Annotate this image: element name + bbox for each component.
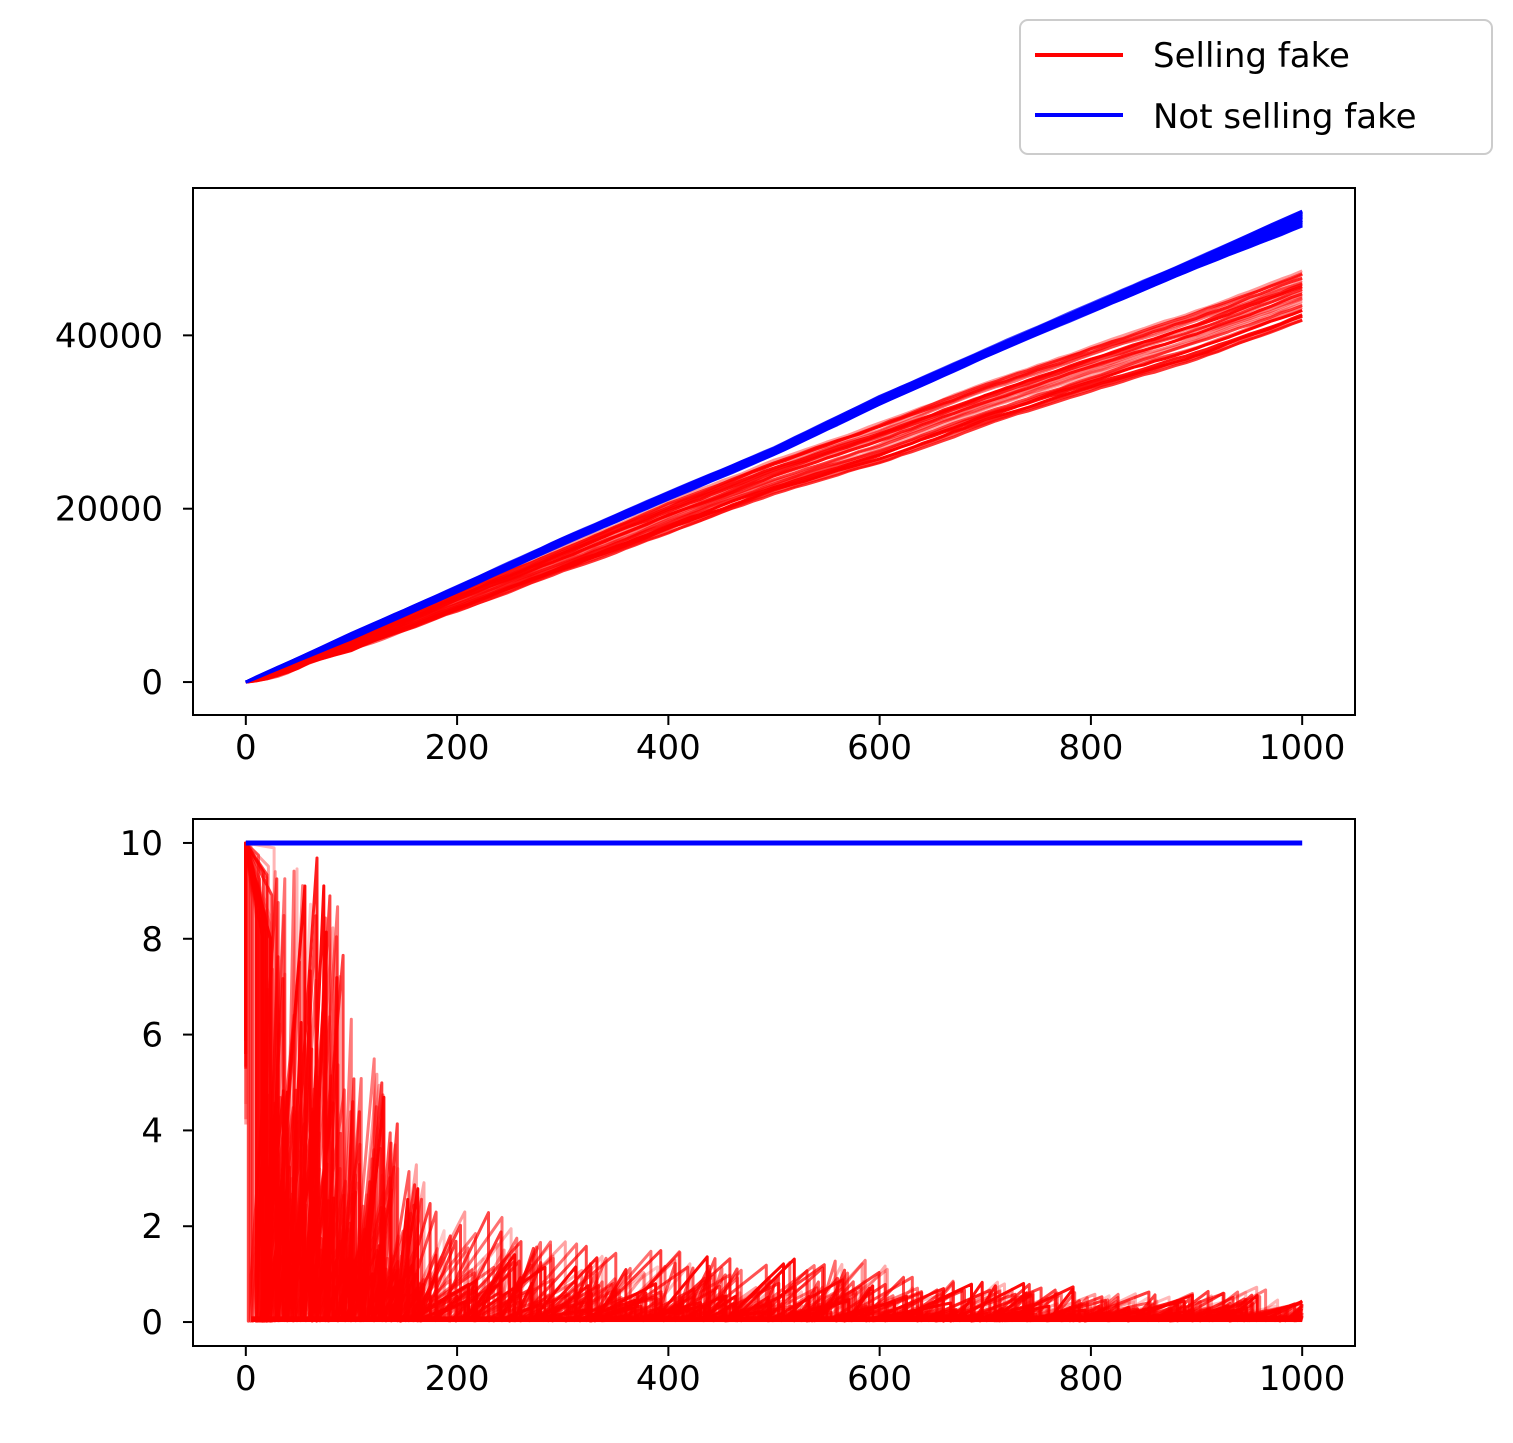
bottom-y-ticks: 0 2 4 6 8 10: [120, 824, 193, 1343]
top-y-tick-label: 0: [141, 663, 163, 703]
bottom-x-tick-label: 1000: [1259, 1359, 1346, 1399]
series-floor-selling-fake: [251, 1316, 1303, 1323]
bottom-x-tick-label: 800: [1058, 1359, 1123, 1399]
series-line-not-selling-fake: [245, 209, 1303, 684]
top-series-group: [245, 209, 1303, 684]
top-plot-area: [245, 209, 1303, 684]
top-x-tick-label: 0: [235, 728, 257, 768]
bottom-plot-area: [244, 840, 1304, 1323]
bottom-y-tick-label: 2: [141, 1207, 163, 1247]
top-x-ticks: 0 200 400 600 800 1000: [235, 715, 1345, 768]
bottom-x-tick-label: 600: [847, 1359, 912, 1399]
legend-box: [1019, 19, 1493, 155]
top-x-tick-label: 400: [636, 728, 701, 768]
top-x-tick-label: 800: [1058, 728, 1123, 768]
bottom-series-group: [244, 840, 1304, 1323]
legend-label-selling-fake: Selling fake: [1153, 36, 1350, 76]
bottom-y-tick-label: 4: [141, 1111, 163, 1151]
legend-label-not-selling-fake: Not selling fake: [1153, 97, 1416, 137]
top-axes-frame: [192, 187, 1356, 716]
bottom-y-tick-label: 6: [141, 1016, 163, 1056]
top-y-tick-label: 20000: [55, 490, 163, 530]
bottom-x-tick-label: 200: [425, 1359, 490, 1399]
bottom-x-ticks: 0 200 400 600 800 1000: [235, 1346, 1345, 1399]
bottom-y-tick-label: 10: [120, 824, 163, 864]
bottom-y-tick-label: 0: [141, 1303, 163, 1343]
bottom-x-tick-label: 0: [235, 1359, 257, 1399]
top-y-ticks: 0 20000 40000: [55, 316, 193, 703]
top-x-tick-label: 200: [425, 728, 490, 768]
top-x-tick-label: 600: [847, 728, 912, 768]
top-x-tick-label: 1000: [1259, 728, 1346, 768]
legend: Selling fake Not selling fake: [1019, 19, 1493, 155]
bottom-x-tick-label: 400: [636, 1359, 701, 1399]
bottom-axes: 0 200 400 600 800 1000 0 2 4 6 8 10: [120, 818, 1356, 1399]
top-y-tick-label: 40000: [55, 316, 163, 356]
bottom-axes-frame: [192, 818, 1356, 1347]
top-axes: 0 200 400 600 800 1000 0 20000 40000: [55, 187, 1356, 768]
bottom-y-tick-label: 8: [141, 920, 163, 960]
